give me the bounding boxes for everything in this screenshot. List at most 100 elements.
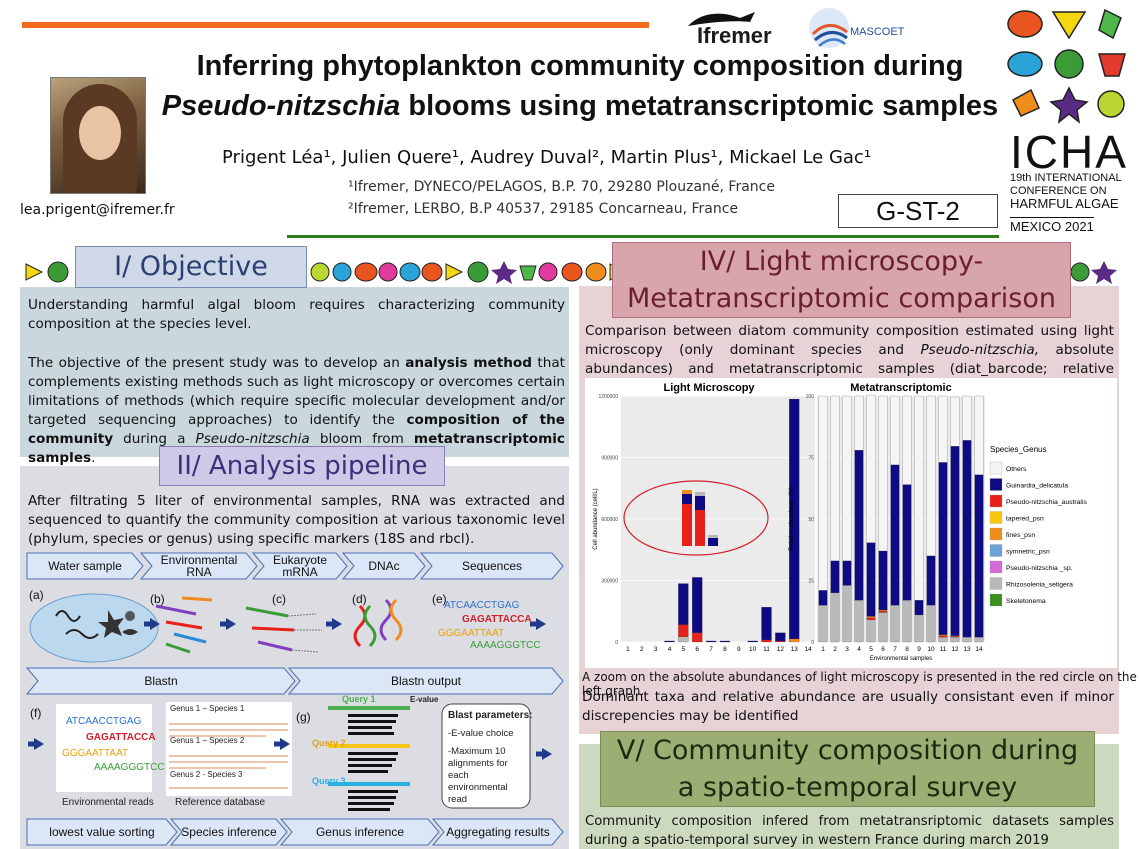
lm-bar-Guinardia_delicatula-5 (678, 583, 689, 625)
lm-xtick-label: 10 (749, 646, 757, 653)
mt-xtick-label: 9 (917, 646, 921, 653)
mt-bar-Pseudo-nitzschia_australis-6 (878, 611, 888, 613)
lm-xtick-label: 13 (791, 646, 799, 653)
lm-xtick-label: 5 (682, 646, 686, 653)
legend-label-Guinardia_delicatula: Guinardia_delicatula (1006, 483, 1068, 490)
panel-letter-g: (g) (296, 710, 311, 724)
mt-bar-Others-7 (890, 395, 900, 465)
seq-word-4: AAAAGGGTCC (470, 640, 541, 651)
mascoet-logo-icon (809, 8, 849, 48)
env-read-4: AAAAGGGTCC (94, 762, 165, 773)
lm-xtick-label: 12 (777, 646, 785, 653)
mt-xtick-label: 4 (857, 646, 861, 653)
mt-xtick-label: 6 (881, 646, 885, 653)
lm-bar-Guinardia_delicatula-10 (747, 640, 758, 643)
mt-xlabel: Environmental samples (870, 656, 932, 662)
pipeline-step-species-inference: Species inference (170, 818, 288, 846)
mt-xtick-label: 2 (833, 646, 837, 653)
lm-bar-Guinardia_delicatula-8 (719, 640, 731, 643)
lm-ytick-label: 300000 (601, 579, 618, 585)
lm-bar-Guinardia_delicatula-6 (692, 577, 703, 633)
ifremer-logo-icon (688, 12, 755, 26)
zoom-bar-2-Guinardia_delicatula (695, 496, 705, 510)
icha-logo-acronym: ICHA (1010, 126, 1128, 178)
mt-bar-Rhizosolenia_setigera-7 (890, 605, 900, 643)
mt-xtick-label: 8 (905, 646, 909, 653)
mt-bar-Rhizosolenia_setigera-9 (914, 614, 924, 643)
mt-bar-Others-14 (974, 395, 984, 475)
zoom-bar-1-Pseudo-nitzschia_australis (682, 504, 692, 546)
panel-letter-f: (f) (30, 706, 42, 720)
query-3-label: Query 3 (312, 776, 346, 786)
mt-bar-Others-12 (950, 396, 960, 447)
mt-bar-Guinardia_delicatula-10 (926, 555, 936, 606)
lm-ylabel: Cell abundance (cell/L) (593, 488, 599, 549)
affiliation-2: ²Ifremer, LERBO, B.P 40537, 29185 Concar… (348, 201, 739, 217)
pipeline-step-environmental-rna: Environmental RNA (140, 552, 258, 580)
panel-letter-b: (b) (150, 592, 165, 606)
lm-bar-Pseudo-nitzschia_australis-11 (761, 639, 772, 643)
legend-label-Skeletonema: Skeletonema (1006, 598, 1046, 605)
mt-ytick-label: 0 (811, 640, 814, 646)
mt-ytick-label: 25 (808, 579, 814, 585)
legend-label-symnetric_psn: symnetric_psn (1006, 549, 1050, 556)
legend-label-Pseudo-nitzschia_sp.: Pseudo-nitzschia _sp. (1006, 565, 1073, 572)
objective-paragraph-1: Understanding harmful algal bloom requir… (28, 297, 565, 332)
pipeline-step-water-sample: Water sample (26, 552, 144, 580)
env-read-1: ATCAACCTGAG (66, 716, 142, 727)
mt-bar-fines_psn-6 (878, 609, 888, 612)
seq-word-2: GAGATTACCA (462, 614, 532, 625)
mt-bar-Others-9 (914, 395, 924, 601)
pipeline-step-lowest-value-sorting: lowest value sorting (26, 818, 178, 846)
mt-bar-Guinardia_delicatula-5 (866, 542, 876, 617)
lm-xtick-label: 2 (640, 646, 644, 653)
lm-xtick-label: 1 (626, 646, 630, 653)
pipeline-heading: II/ Analysis pipeline (159, 446, 445, 486)
zoom-bar-2-Rhizosolenia_setigera (695, 492, 705, 496)
mt-xtick-label: 11 (940, 646, 947, 653)
poster-code: G-ST-2 (838, 194, 998, 228)
seq-word-1: ATCAACCTGAG (444, 600, 520, 611)
mt-bar-Rhizosolenia_setigera-5 (866, 619, 876, 643)
zoom-bar-1-Guinardia_delicatula (682, 494, 692, 504)
ref-db-label: Reference database (175, 797, 266, 808)
mt-bar-Guinardia_delicatula-11 (938, 462, 948, 635)
legend-swatch-Others (989, 461, 1003, 475)
mt-xtick-label: 5 (869, 646, 873, 653)
legend-swatch-fines_psn (989, 527, 1003, 541)
lm-xtick-label: 3 (654, 646, 658, 653)
mt-bar-fines_psn-5 (866, 616, 876, 618)
query-2-label: Query 2 (312, 738, 346, 748)
mt-bar-Guinardia_delicatula-6 (878, 550, 888, 611)
header-green-rule (287, 235, 999, 238)
mt-bar-Pseudo-nitzschia_australis-11 (938, 635, 948, 638)
ref-db-entry-1: Genus 1 – Species 1 (170, 704, 245, 713)
zoom-red-circle (623, 480, 769, 556)
mt-bar-Pseudo-nitzschia_australis-12 (950, 636, 960, 638)
pipeline-illustrations-row2-icon (28, 702, 552, 811)
query-1-label: Query 1 (342, 694, 376, 704)
algae-decoration-strip-icon (25, 261, 1117, 284)
pipeline-step-sequences: Sequences (420, 552, 564, 580)
title-italic-genus: Pseudo-nitzschia (161, 90, 401, 122)
lm-ytick-label: 900000 (601, 456, 618, 462)
lm-xtick-label: 7 (709, 646, 713, 653)
lm-bar-Guinardia_delicatula-4 (664, 640, 675, 643)
legend-label-Others: Others (1006, 466, 1027, 473)
lm-ytick-label: 0 (615, 640, 618, 646)
light-microscopy-title: Light Microscopy (663, 382, 755, 394)
microscopy-conclusion: Dominant taxa and relative abundance are… (582, 689, 1114, 724)
mt-bar-Guinardia_delicatula-8 (902, 484, 912, 601)
lm-bar-Rhizosolenia_setigera-5 (678, 636, 689, 643)
mt-bar-Guinardia_delicatula-9 (914, 600, 924, 616)
mt-ytick-label: 100 (806, 394, 815, 400)
mt-xtick-label: 13 (963, 646, 971, 653)
mt-bar-Others-11 (938, 395, 948, 463)
zoom-bar-1-fines_psn (682, 490, 692, 494)
mt-xtick-label: 3 (845, 646, 849, 653)
legend-swatch-tapered_psn (989, 511, 1003, 524)
lm-bar-Guinardia_delicatula-11 (761, 607, 772, 641)
legend-swatch-symnetric_psn (989, 544, 1003, 557)
mt-bar-Guinardia_delicatula-12 (950, 446, 960, 636)
legend-label-Rhizosolenia_setigera: Rhizosolenia_setigera (1006, 582, 1073, 589)
